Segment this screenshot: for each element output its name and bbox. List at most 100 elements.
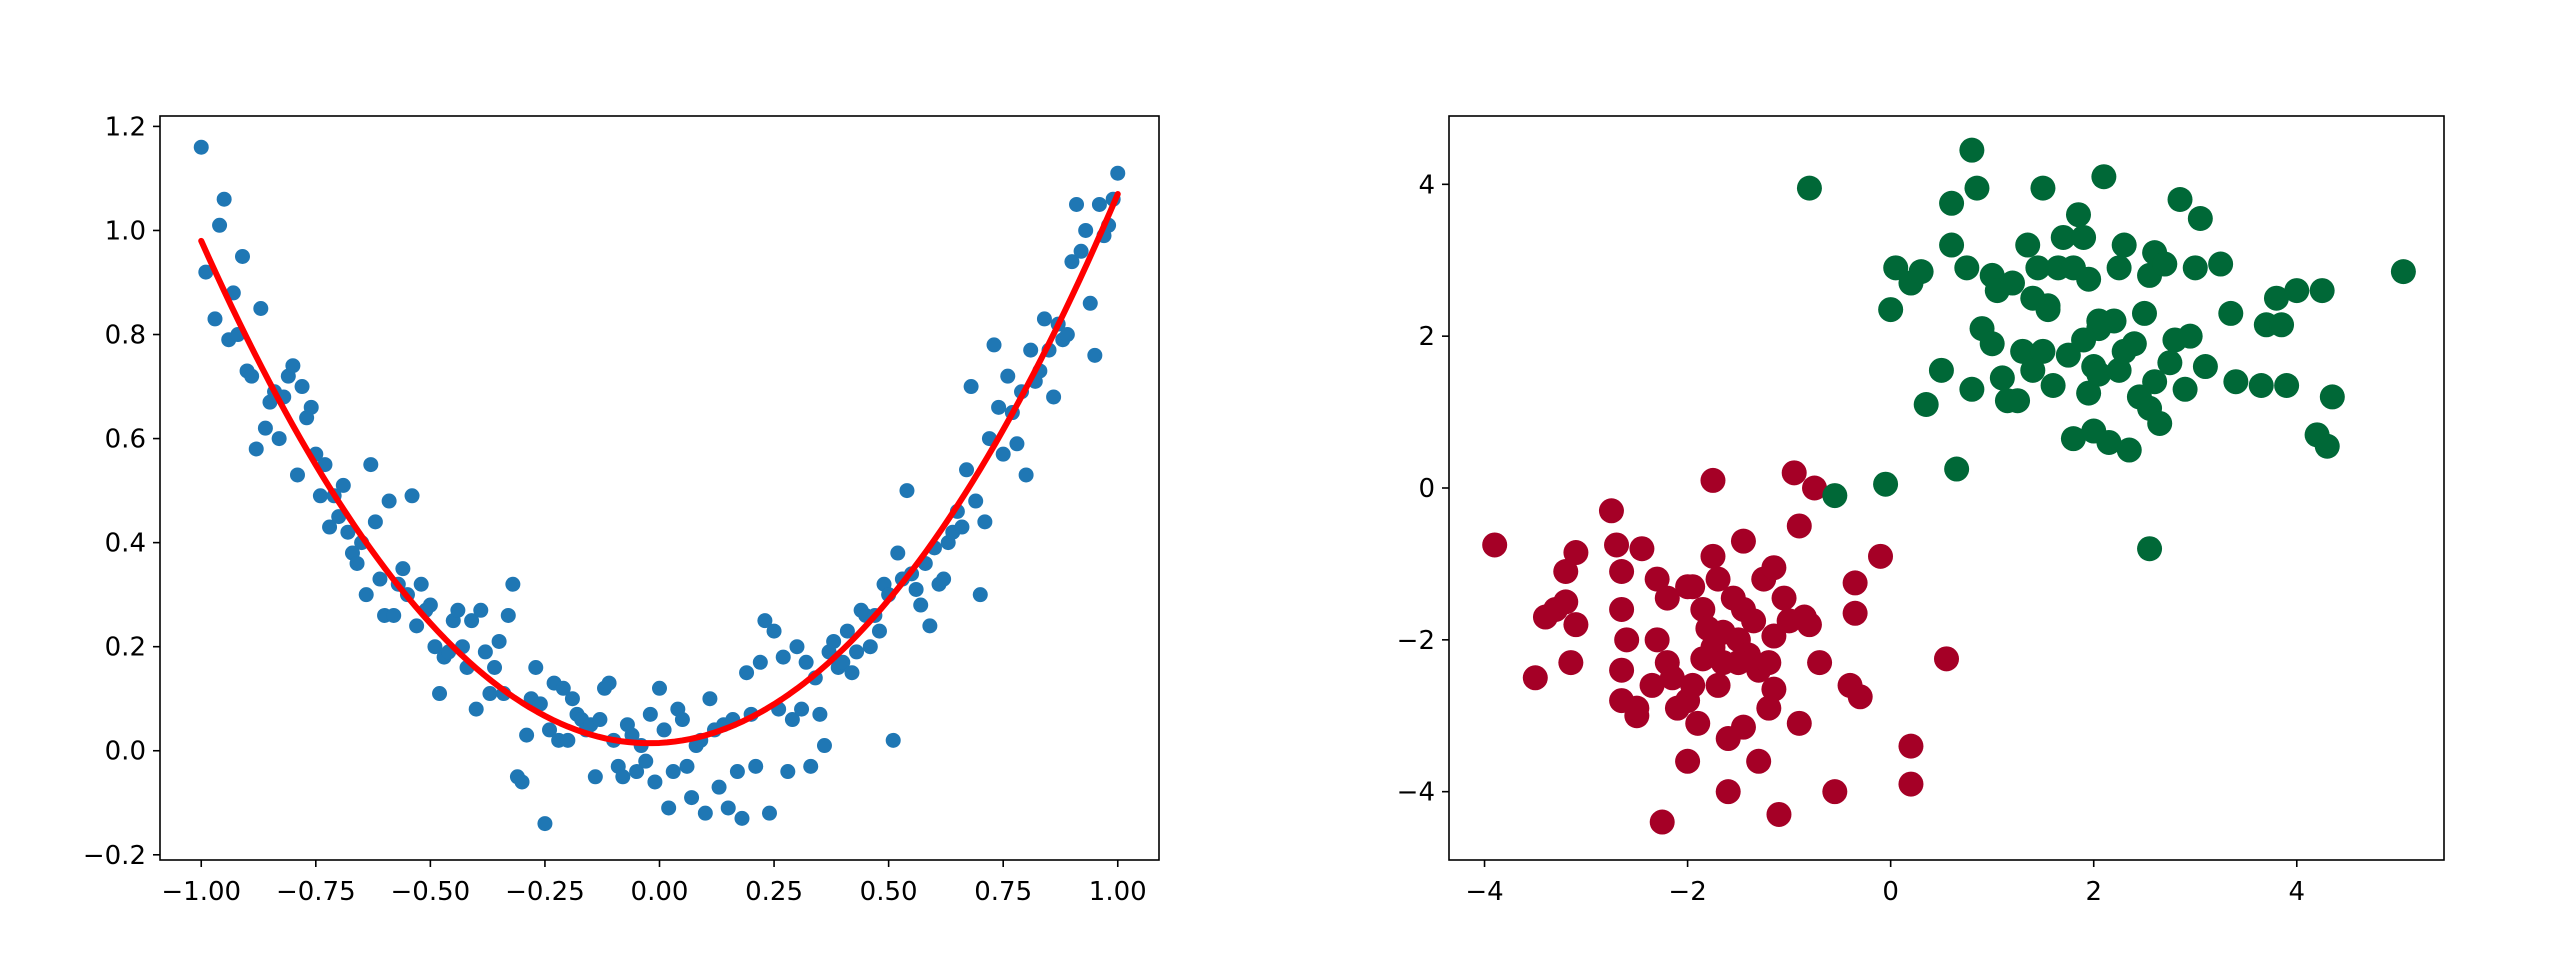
right-series-1-point-83: [2314, 433, 2340, 459]
right-series-1-point-82: [2309, 278, 2335, 304]
left-series-0-point-185: [1046, 389, 1062, 405]
left-series-0-point-86: [592, 712, 608, 728]
right-y-tick-label-3: 2: [1418, 322, 1435, 352]
right-series-0-point-20: [1644, 627, 1670, 653]
right-series-1-point-57: [2131, 300, 2157, 326]
right-series-0-point-4: [1553, 589, 1579, 615]
left-fit-line: [198, 191, 1121, 747]
left-series-0-point-161: [936, 571, 952, 587]
right-series-0-point-36: [1700, 543, 1726, 569]
left-series-0-point-8: [234, 248, 250, 264]
left-y-tick-label-5: 0.8: [105, 321, 146, 351]
right-series-0-point-67: [1802, 475, 1828, 501]
right-series-1-point-70: [2187, 205, 2213, 231]
right-series-0-point-7: [1563, 612, 1589, 638]
left-series-0-point-50: [427, 639, 443, 655]
right-series-1-point-10: [1939, 190, 1965, 216]
left-series-0-point-131: [798, 654, 814, 670]
right-series-1-point-71: [2192, 354, 2218, 380]
left-series-0-point-120: [748, 758, 764, 774]
left-series-0-point-105: [679, 758, 695, 774]
left-series-0-point-40: [381, 493, 397, 509]
right-series-0-point-12: [1609, 596, 1635, 622]
right-x-tick-label-4: 4: [2289, 877, 2306, 907]
right-series-1-point-78: [2269, 312, 2295, 338]
left-series-0-point-173: [991, 399, 1007, 415]
left-series-0-point-145: [862, 639, 878, 655]
right-series-1-point-51: [2106, 255, 2132, 281]
left-series-0-point-121: [752, 654, 768, 670]
right-series-0-point-5: [1553, 559, 1579, 585]
left-series-0-point-69: [514, 774, 530, 790]
right-series-1-point-7: [1913, 391, 1939, 417]
left-series-0-point-151: [890, 545, 906, 561]
right-series-0-point-69: [1822, 779, 1848, 805]
left-series-0-point-11: [248, 441, 264, 457]
left-series-0-point-46: [409, 618, 425, 634]
right-series-0-point-50: [1741, 608, 1767, 634]
left-series-0-point-64: [491, 633, 507, 649]
right-series-1-point-36: [2060, 426, 2086, 452]
left-series-0-point-2: [207, 311, 223, 327]
left-series-0-point-16: [271, 431, 287, 447]
right-series-1-point-34: [2050, 224, 2076, 250]
left-series-0-point-175: [1000, 368, 1016, 384]
right-series-1-point-72: [2208, 251, 2234, 277]
left-series-0-point-167: [963, 379, 979, 395]
left-x-tick-label-3: −0.25: [505, 877, 585, 907]
left-series-0-point-60: [473, 602, 489, 618]
left-series-0-point-132: [803, 758, 819, 774]
right-y-tick-label-2: 0: [1418, 474, 1435, 504]
left-series-0-point-41: [386, 607, 402, 623]
left-series-0-point-126: [775, 649, 791, 665]
left-series-0-point-189: [1064, 254, 1080, 270]
left-series-0-point-35: [358, 587, 374, 603]
left-series-0-point-102: [665, 764, 681, 780]
left-series-0-point-190: [1069, 196, 1085, 212]
left-series-0-point-21: [294, 379, 310, 395]
right-scatter-plot: −4 −2 0 2 4 −4 −2 0 2 4: [1397, 115, 2445, 907]
right-series-0-point-31: [1685, 710, 1711, 736]
right-series-1-point-28: [2030, 338, 2056, 364]
right-series-1-point-86: [2137, 536, 2163, 562]
left-series-0-point-140: [839, 623, 855, 639]
left-series-0-point-4: [216, 191, 232, 207]
left-series-0-point-104: [674, 712, 690, 728]
right-y-tick-label-4: 4: [1418, 170, 1435, 200]
left-series-0-point-147: [871, 623, 887, 639]
right-series-1-point-67: [2172, 376, 2198, 402]
right-series-1-point-55: [2121, 331, 2147, 357]
left-series-0-point-97: [642, 706, 658, 722]
left-series-0-point-55: [450, 602, 466, 618]
right-series-1-point-74: [2223, 369, 2249, 395]
left-series-0-point-66: [500, 607, 516, 623]
right-series-1-point-15: [1964, 175, 1990, 201]
left-series-0-point-30: [335, 477, 351, 493]
right-series-1-point-42: [2076, 380, 2102, 406]
left-series-0-point-180: [1023, 342, 1039, 358]
right-series-0-point-37: [1705, 672, 1731, 698]
left-series-0-point-20: [289, 467, 305, 483]
right-series-0-point-74: [1868, 543, 1894, 569]
right-x-tick-label-1: −2: [1668, 877, 1706, 907]
right-series-1-point-4: [1883, 255, 1909, 281]
right-series-1-point-62: [2147, 410, 2173, 436]
left-series-0-point-67: [505, 576, 521, 592]
right-series-0-point-32: [1690, 596, 1716, 622]
left-series-0-point-168: [968, 493, 984, 509]
right-series-0-point-19: [1639, 672, 1665, 698]
right-series-1-point-46: [2086, 361, 2112, 387]
right-series-0-point-48: [1730, 714, 1756, 740]
right-series-0-point-18: [1629, 536, 1655, 562]
left-y-tick-label-6: 1.0: [105, 216, 146, 246]
left-y-tick-label-2: 0.2: [105, 633, 146, 663]
left-series-0-point-139: [835, 654, 851, 670]
left-series-0-point-134: [812, 706, 828, 722]
right-series-0-point-52: [1746, 748, 1772, 774]
right-y-tick-label-0: −4: [1397, 778, 1435, 808]
right-series-1-point-2: [1873, 471, 1899, 497]
left-series-0-point-45: [404, 488, 420, 504]
right-series-1-point-47: [2091, 164, 2117, 190]
right-x-tick-label-2: 0: [1882, 877, 1899, 907]
left-series-0-point-3: [212, 217, 228, 233]
